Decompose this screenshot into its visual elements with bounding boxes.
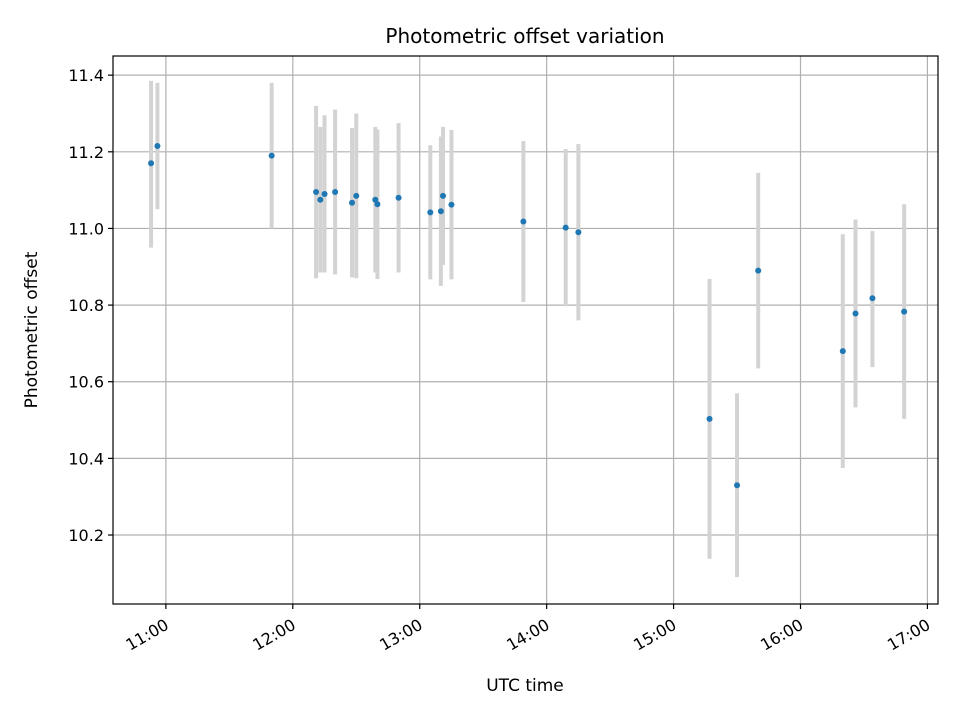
data-point — [440, 192, 446, 199]
y-tick-label: 11.2 — [68, 143, 104, 162]
data-point — [349, 199, 356, 206]
data-point — [148, 160, 155, 167]
data-point — [734, 482, 741, 489]
y-tick-label: 10.6 — [68, 373, 104, 392]
data-point — [562, 224, 569, 231]
data-point — [520, 218, 527, 225]
data-point — [268, 152, 275, 159]
y-axis-label: Photometric offset — [22, 251, 42, 408]
y-tick-label: 11.0 — [68, 219, 104, 238]
data-point — [313, 189, 320, 196]
data-point — [317, 196, 324, 203]
y-tick-label: 11.4 — [68, 66, 104, 85]
plot-area-frame — [112, 55, 939, 605]
data-point — [395, 194, 402, 201]
data-point — [852, 310, 859, 317]
data-point — [901, 308, 908, 315]
data-point — [437, 208, 444, 215]
data-point — [154, 143, 161, 150]
y-axis: 10.2 10.4 10.6 10.8 11.0 11.2 11.4 — [68, 66, 113, 545]
data-point — [332, 189, 339, 196]
data-point — [321, 190, 328, 197]
data-point — [839, 348, 846, 355]
data-point — [372, 196, 379, 203]
data-point — [353, 192, 360, 199]
data-point — [448, 201, 455, 208]
data-point — [869, 295, 876, 302]
data-point — [427, 209, 434, 216]
chart-title: Photometric offset variation — [385, 24, 664, 48]
point-layer — [148, 143, 908, 489]
data-point — [575, 229, 582, 236]
y-tick-label: 10.2 — [68, 526, 104, 545]
x-axis-label: UTC time — [486, 676, 564, 696]
y-tick-label: 10.8 — [68, 296, 104, 315]
data-point — [706, 415, 713, 422]
data-point — [755, 267, 762, 274]
data-point — [374, 201, 381, 208]
grid-layer — [113, 56, 938, 604]
y-tick-label: 10.4 — [68, 449, 104, 468]
